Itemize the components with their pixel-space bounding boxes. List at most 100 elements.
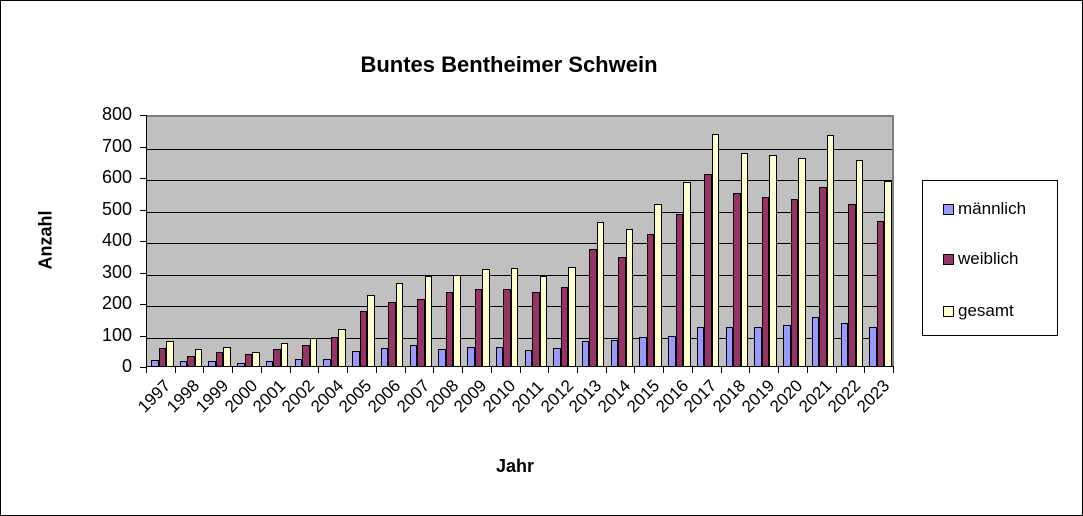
legend-item-maennlich: männlich — [943, 199, 1026, 219]
bar-2008-2 — [453, 275, 461, 367]
bar-2001-1 — [273, 349, 281, 367]
y-tick — [140, 178, 147, 179]
y-axis-title: Anzahl — [35, 210, 56, 270]
bar-2015-2 — [654, 203, 662, 367]
gridline — [147, 211, 892, 213]
x-tick — [260, 367, 262, 373]
bar-2002-1 — [302, 344, 310, 367]
gridline — [147, 243, 892, 244]
x-tick — [375, 367, 377, 373]
bar-2021-0 — [811, 316, 820, 367]
legend-swatch-maennlich — [943, 203, 954, 215]
x-tick — [404, 367, 406, 373]
bar-2008-1 — [445, 291, 454, 367]
bar-2006-2 — [395, 282, 404, 367]
legend-label: gesamt — [958, 301, 1014, 320]
bar-2020-1 — [790, 199, 799, 367]
bar-2019-1 — [761, 196, 770, 367]
gridline — [147, 306, 892, 307]
bar-2002-2 — [309, 338, 318, 367]
bar-2019-0 — [754, 326, 762, 367]
bar-2016-1 — [675, 213, 684, 367]
bar-2014-0 — [610, 339, 619, 367]
bar-2006-0 — [380, 347, 389, 367]
x-tick — [462, 367, 464, 373]
y-tick — [140, 367, 147, 368]
x-tick — [835, 367, 837, 373]
x-tick — [663, 367, 665, 373]
legend: männlich weiblich gesamt — [922, 180, 1058, 336]
legend-swatch-gesamt — [943, 305, 954, 317]
y-tick-label: 300 — [101, 261, 132, 282]
bar-2022-2 — [855, 160, 864, 367]
x-tick — [720, 367, 722, 373]
bar-2020-0 — [783, 324, 791, 367]
bar-2005-2 — [367, 295, 375, 367]
y-tick — [140, 209, 147, 211]
bar-2001-2 — [280, 343, 289, 367]
chart-title: Buntes Bentheimer Schwein — [360, 52, 658, 77]
bar-2014-1 — [618, 256, 626, 367]
bar-2005-0 — [352, 350, 360, 367]
y-tick-label: 400 — [101, 230, 132, 250]
y-tick — [140, 241, 147, 242]
gridline — [147, 180, 892, 181]
x-tick — [893, 367, 894, 373]
x-tick — [806, 367, 808, 373]
x-axis-line — [146, 366, 894, 367]
bar-2011-1 — [532, 292, 540, 367]
y-tick-label: 100 — [101, 324, 132, 345]
bar-2018-0 — [725, 326, 734, 367]
gridline — [147, 274, 892, 276]
bar-2013-1 — [589, 249, 597, 367]
gridline — [147, 337, 892, 339]
bar-2016-2 — [683, 182, 691, 367]
y-tick-label: 700 — [101, 135, 132, 156]
legend-item-gesamt: gesamt — [943, 301, 1014, 321]
x-tick — [232, 367, 234, 373]
bar-2007-0 — [409, 344, 418, 367]
bar-1997-2 — [166, 341, 174, 367]
bar-2023-2 — [884, 181, 892, 367]
bar-2022-0 — [840, 323, 849, 367]
bar-2017-1 — [704, 174, 712, 367]
bar-2012-1 — [560, 286, 569, 367]
x-tick — [318, 367, 320, 373]
bar-2007-2 — [424, 275, 433, 367]
bar-2023-1 — [876, 221, 885, 367]
bar-2010-2 — [510, 267, 519, 367]
bar-2009-0 — [467, 346, 475, 367]
plot-area — [147, 115, 894, 367]
y-tick — [140, 146, 147, 148]
y-tick-label: 500 — [101, 198, 132, 219]
x-tick — [490, 367, 492, 373]
y-tick-label: 800 — [101, 104, 132, 124]
bar-2013-0 — [581, 340, 590, 367]
legend-item-weiblich: weiblich — [943, 249, 1018, 269]
bar-2007-1 — [417, 298, 425, 367]
bar-2006-1 — [388, 301, 396, 367]
y-tick — [140, 304, 147, 305]
x-tick — [576, 367, 578, 373]
x-tick — [289, 367, 291, 373]
y-tick-label: 200 — [101, 293, 132, 313]
bar-2017-2 — [711, 133, 720, 367]
x-axis-title: Jahr — [495, 456, 535, 476]
bar-2022-1 — [848, 204, 856, 367]
bar-2017-0 — [696, 326, 705, 367]
legend-swatch-weiblich — [943, 253, 954, 265]
bar-2012-0 — [553, 347, 561, 367]
bar-1999-2 — [223, 346, 231, 367]
bar-2005-1 — [359, 311, 368, 367]
bar-1998-2 — [194, 349, 203, 367]
bar-1997-1 — [158, 348, 166, 367]
bar-2009-1 — [474, 288, 483, 367]
y-tick — [140, 335, 147, 337]
x-tick — [548, 367, 550, 373]
bar-2013-2 — [596, 222, 605, 367]
x-tick — [778, 367, 780, 373]
bar-2014-2 — [625, 228, 634, 367]
x-tick — [864, 367, 866, 373]
bar-2004-1 — [330, 337, 339, 367]
x-tick — [605, 367, 607, 373]
